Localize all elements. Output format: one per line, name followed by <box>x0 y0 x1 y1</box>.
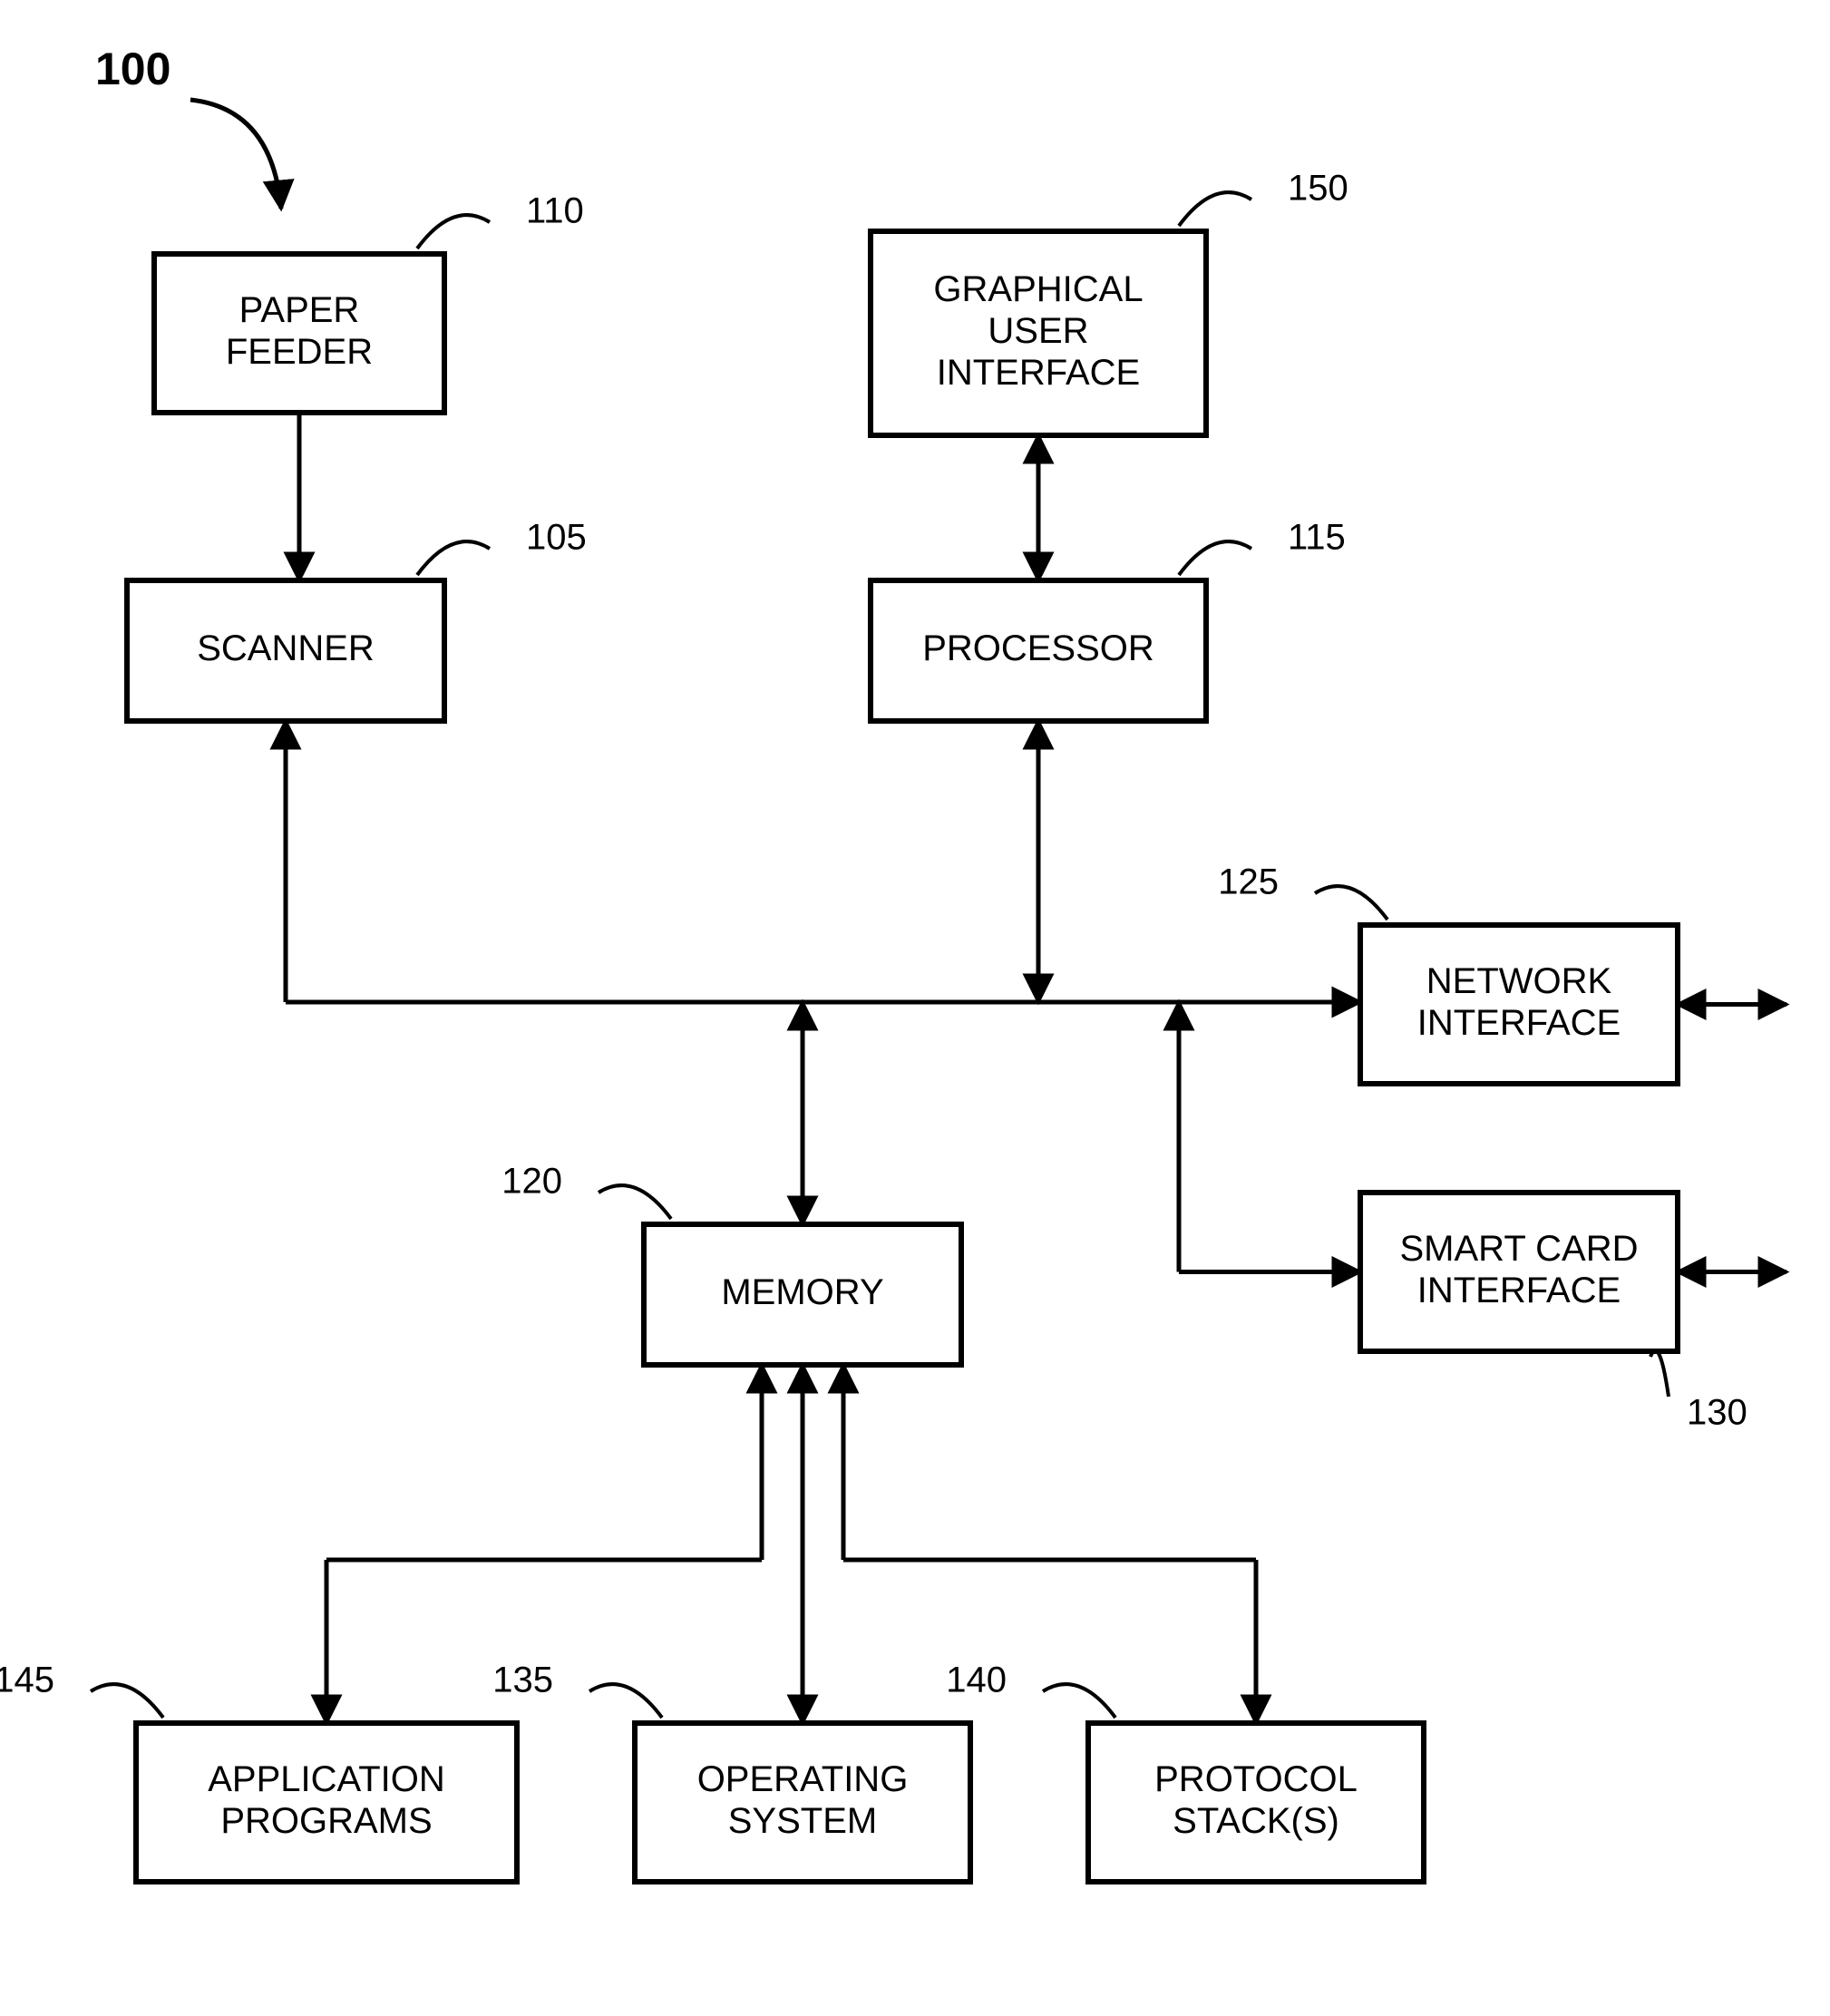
app_programs-ref-leader <box>91 1684 163 1718</box>
figure-ref: 100 <box>95 44 170 94</box>
figure-ref-arrow <box>190 100 281 209</box>
gui-ref-leader <box>1179 192 1251 226</box>
os-ref-leader <box>589 1684 662 1718</box>
smartcard_if-ref: 130 <box>1687 1393 1747 1433</box>
paper_feeder-ref-leader <box>417 215 490 248</box>
app_programs-label: PROGRAMS <box>220 1801 432 1841</box>
protocol_stack-ref-leader <box>1043 1684 1115 1718</box>
processor-ref: 115 <box>1288 518 1346 558</box>
processor-ref-leader <box>1179 541 1251 575</box>
protocol_stack-label: PROTOCOL <box>1154 1759 1358 1799</box>
smartcard_if-ref-leader <box>1650 1350 1669 1397</box>
gui-label: INTERFACE <box>937 353 1140 393</box>
processor-label: PROCESSOR <box>922 628 1154 668</box>
gui-label: USER <box>988 311 1088 351</box>
smartcard_if-label: SMART CARD <box>1399 1229 1638 1269</box>
os-label: SYSTEM <box>728 1801 877 1841</box>
network_if-ref-leader <box>1315 886 1387 920</box>
scanner-ref-leader <box>417 541 490 575</box>
os-label: OPERATING <box>697 1759 909 1799</box>
paper_feeder-label: FEEDER <box>226 332 373 372</box>
network_if-label: NETWORK <box>1426 961 1612 1001</box>
paper_feeder-ref: 110 <box>526 191 584 231</box>
network_if-label: INTERFACE <box>1417 1003 1621 1043</box>
paper_feeder-label: PAPER <box>239 290 360 330</box>
scanner-label: SCANNER <box>197 628 375 668</box>
system-block-diagram: PAPERFEEDERSCANNERGRAPHICALUSERINTERFACE… <box>0 0 1830 2016</box>
memory-ref-leader <box>599 1185 671 1219</box>
memory-label: MEMORY <box>721 1272 883 1312</box>
protocol_stack-ref: 140 <box>946 1661 1007 1700</box>
app_programs-label: APPLICATION <box>208 1759 445 1799</box>
smartcard_if-label: INTERFACE <box>1417 1271 1621 1310</box>
memory-ref: 120 <box>501 1162 562 1202</box>
network_if-ref: 125 <box>1218 862 1279 902</box>
protocol_stack-label: STACK(S) <box>1173 1801 1339 1841</box>
gui-ref: 150 <box>1288 169 1348 209</box>
scanner-ref: 105 <box>526 518 587 558</box>
os-ref: 135 <box>492 1661 553 1700</box>
gui-label: GRAPHICAL <box>933 269 1143 309</box>
app_programs-ref: 145 <box>0 1661 54 1700</box>
